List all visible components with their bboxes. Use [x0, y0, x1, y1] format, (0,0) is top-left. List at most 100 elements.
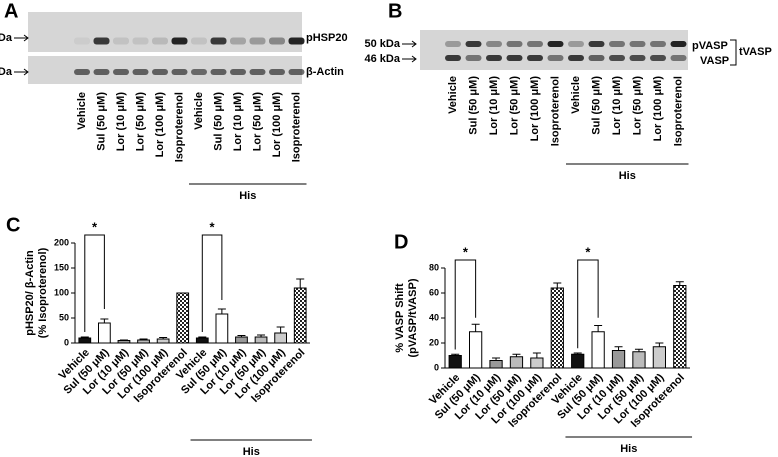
- bar: [611, 350, 626, 369]
- marker-label: 46 kDa: [365, 53, 401, 65]
- error-bar: [119, 339, 128, 341]
- lane-label: Isoproterenol: [290, 92, 302, 162]
- error-bar: [451, 353, 460, 356]
- lane-label: Lor (10 μM): [488, 76, 500, 136]
- blot-band: [547, 55, 564, 61]
- blot-band: [249, 69, 266, 75]
- error-bar: [492, 357, 501, 361]
- y-axis-label: (% Isoproterenol): [37, 247, 49, 338]
- error-bar: [471, 323, 480, 332]
- blot-band: [629, 55, 646, 61]
- error-bar: [139, 338, 148, 340]
- lane-label: Lor (100 μM): [154, 92, 166, 158]
- blot-band: [629, 41, 646, 47]
- panel-label: C: [6, 214, 20, 236]
- bar: [274, 332, 287, 344]
- blot-band: [269, 69, 285, 75]
- error-bar: [655, 342, 664, 347]
- lane-label: Sul (50 μM): [467, 76, 479, 135]
- bar: [509, 356, 524, 369]
- blot-band: [506, 55, 523, 61]
- lane-label: Vehicle: [570, 76, 582, 114]
- y-tick-label: 0: [64, 337, 69, 347]
- lane-label: Lor (50 μM): [134, 92, 146, 152]
- blot-band: [152, 69, 168, 75]
- blot-band: [506, 41, 523, 47]
- lane-label: Lor (10 μM): [115, 92, 127, 152]
- blot-band: [74, 69, 90, 75]
- blot-band: [269, 37, 285, 45]
- significance-label: *: [92, 219, 98, 234]
- blot-strip: [28, 12, 302, 52]
- bracket-label: tVASP: [739, 46, 772, 58]
- blot-band: [486, 55, 502, 61]
- lane-label: Vehicle: [447, 76, 459, 114]
- bar: [550, 287, 564, 369]
- bar: [176, 292, 190, 344]
- error-bar: [296, 278, 305, 288]
- blot-band: [152, 37, 168, 45]
- lane-label: Lor (10 μM): [232, 92, 244, 152]
- blot-band: [230, 37, 246, 45]
- group-label: His: [243, 446, 260, 457]
- y-axis-label: % VASP Shift: [394, 283, 406, 353]
- error-bar: [237, 335, 246, 337]
- blot-band: [465, 41, 482, 47]
- bar: [632, 351, 646, 369]
- band-label: β-Actin: [306, 66, 344, 78]
- blot-band: [527, 55, 543, 61]
- bar: [254, 336, 268, 344]
- blot-band: [288, 69, 305, 75]
- blot-band: [465, 55, 482, 61]
- lane-label: Isoproterenol: [549, 76, 561, 146]
- error-bar: [573, 352, 582, 355]
- bar: [156, 338, 170, 344]
- bar: [448, 355, 462, 369]
- bar: [78, 337, 92, 344]
- error-bar: [594, 325, 603, 332]
- blot-band: [670, 41, 687, 47]
- group-label: His: [620, 443, 637, 455]
- lane-label: Sul (50 μM): [590, 76, 602, 135]
- error-bar: [532, 352, 541, 358]
- lane-label: Vehicle: [193, 92, 205, 130]
- blot-band: [171, 37, 188, 45]
- lane-label: Isoproterenol: [173, 92, 185, 162]
- y-tick-label: 20: [429, 337, 439, 347]
- error-bar: [257, 334, 266, 337]
- lane-label: Vehicle: [76, 92, 88, 130]
- y-tick-label: 0: [434, 362, 439, 372]
- bar: [215, 313, 229, 344]
- blot-band: [588, 41, 605, 47]
- y-tick-label: 80: [429, 262, 439, 272]
- error-bar: [80, 336, 89, 338]
- blot-band: [74, 37, 90, 45]
- blot-band: [486, 41, 502, 47]
- blot-band: [568, 41, 584, 47]
- blot-band: [93, 69, 110, 75]
- bar: [673, 285, 687, 369]
- group-label: His: [239, 190, 256, 202]
- band-label: pHSP20: [306, 32, 348, 44]
- blot-band: [650, 41, 666, 47]
- bar: [293, 287, 307, 344]
- bar: [98, 322, 111, 344]
- lane-label: Lor (50 μM): [631, 76, 643, 136]
- y-tick-label: 200: [54, 237, 69, 247]
- blot-band: [171, 69, 188, 75]
- blot-band: [132, 37, 149, 45]
- y-tick-label: 40: [429, 312, 439, 322]
- error-bar: [276, 326, 285, 333]
- blot-band: [609, 55, 625, 61]
- blot-band: [670, 55, 687, 61]
- lane-label: Lor (100 μM): [529, 76, 541, 142]
- blot-band: [230, 69, 246, 75]
- bar: [469, 331, 483, 369]
- blot-band: [249, 37, 266, 45]
- blot-band: [445, 41, 461, 47]
- lane-label: Sul (50 μM): [95, 92, 107, 151]
- marker-arrow: [14, 34, 29, 42]
- lane-label: Lor (100 μM): [271, 92, 283, 158]
